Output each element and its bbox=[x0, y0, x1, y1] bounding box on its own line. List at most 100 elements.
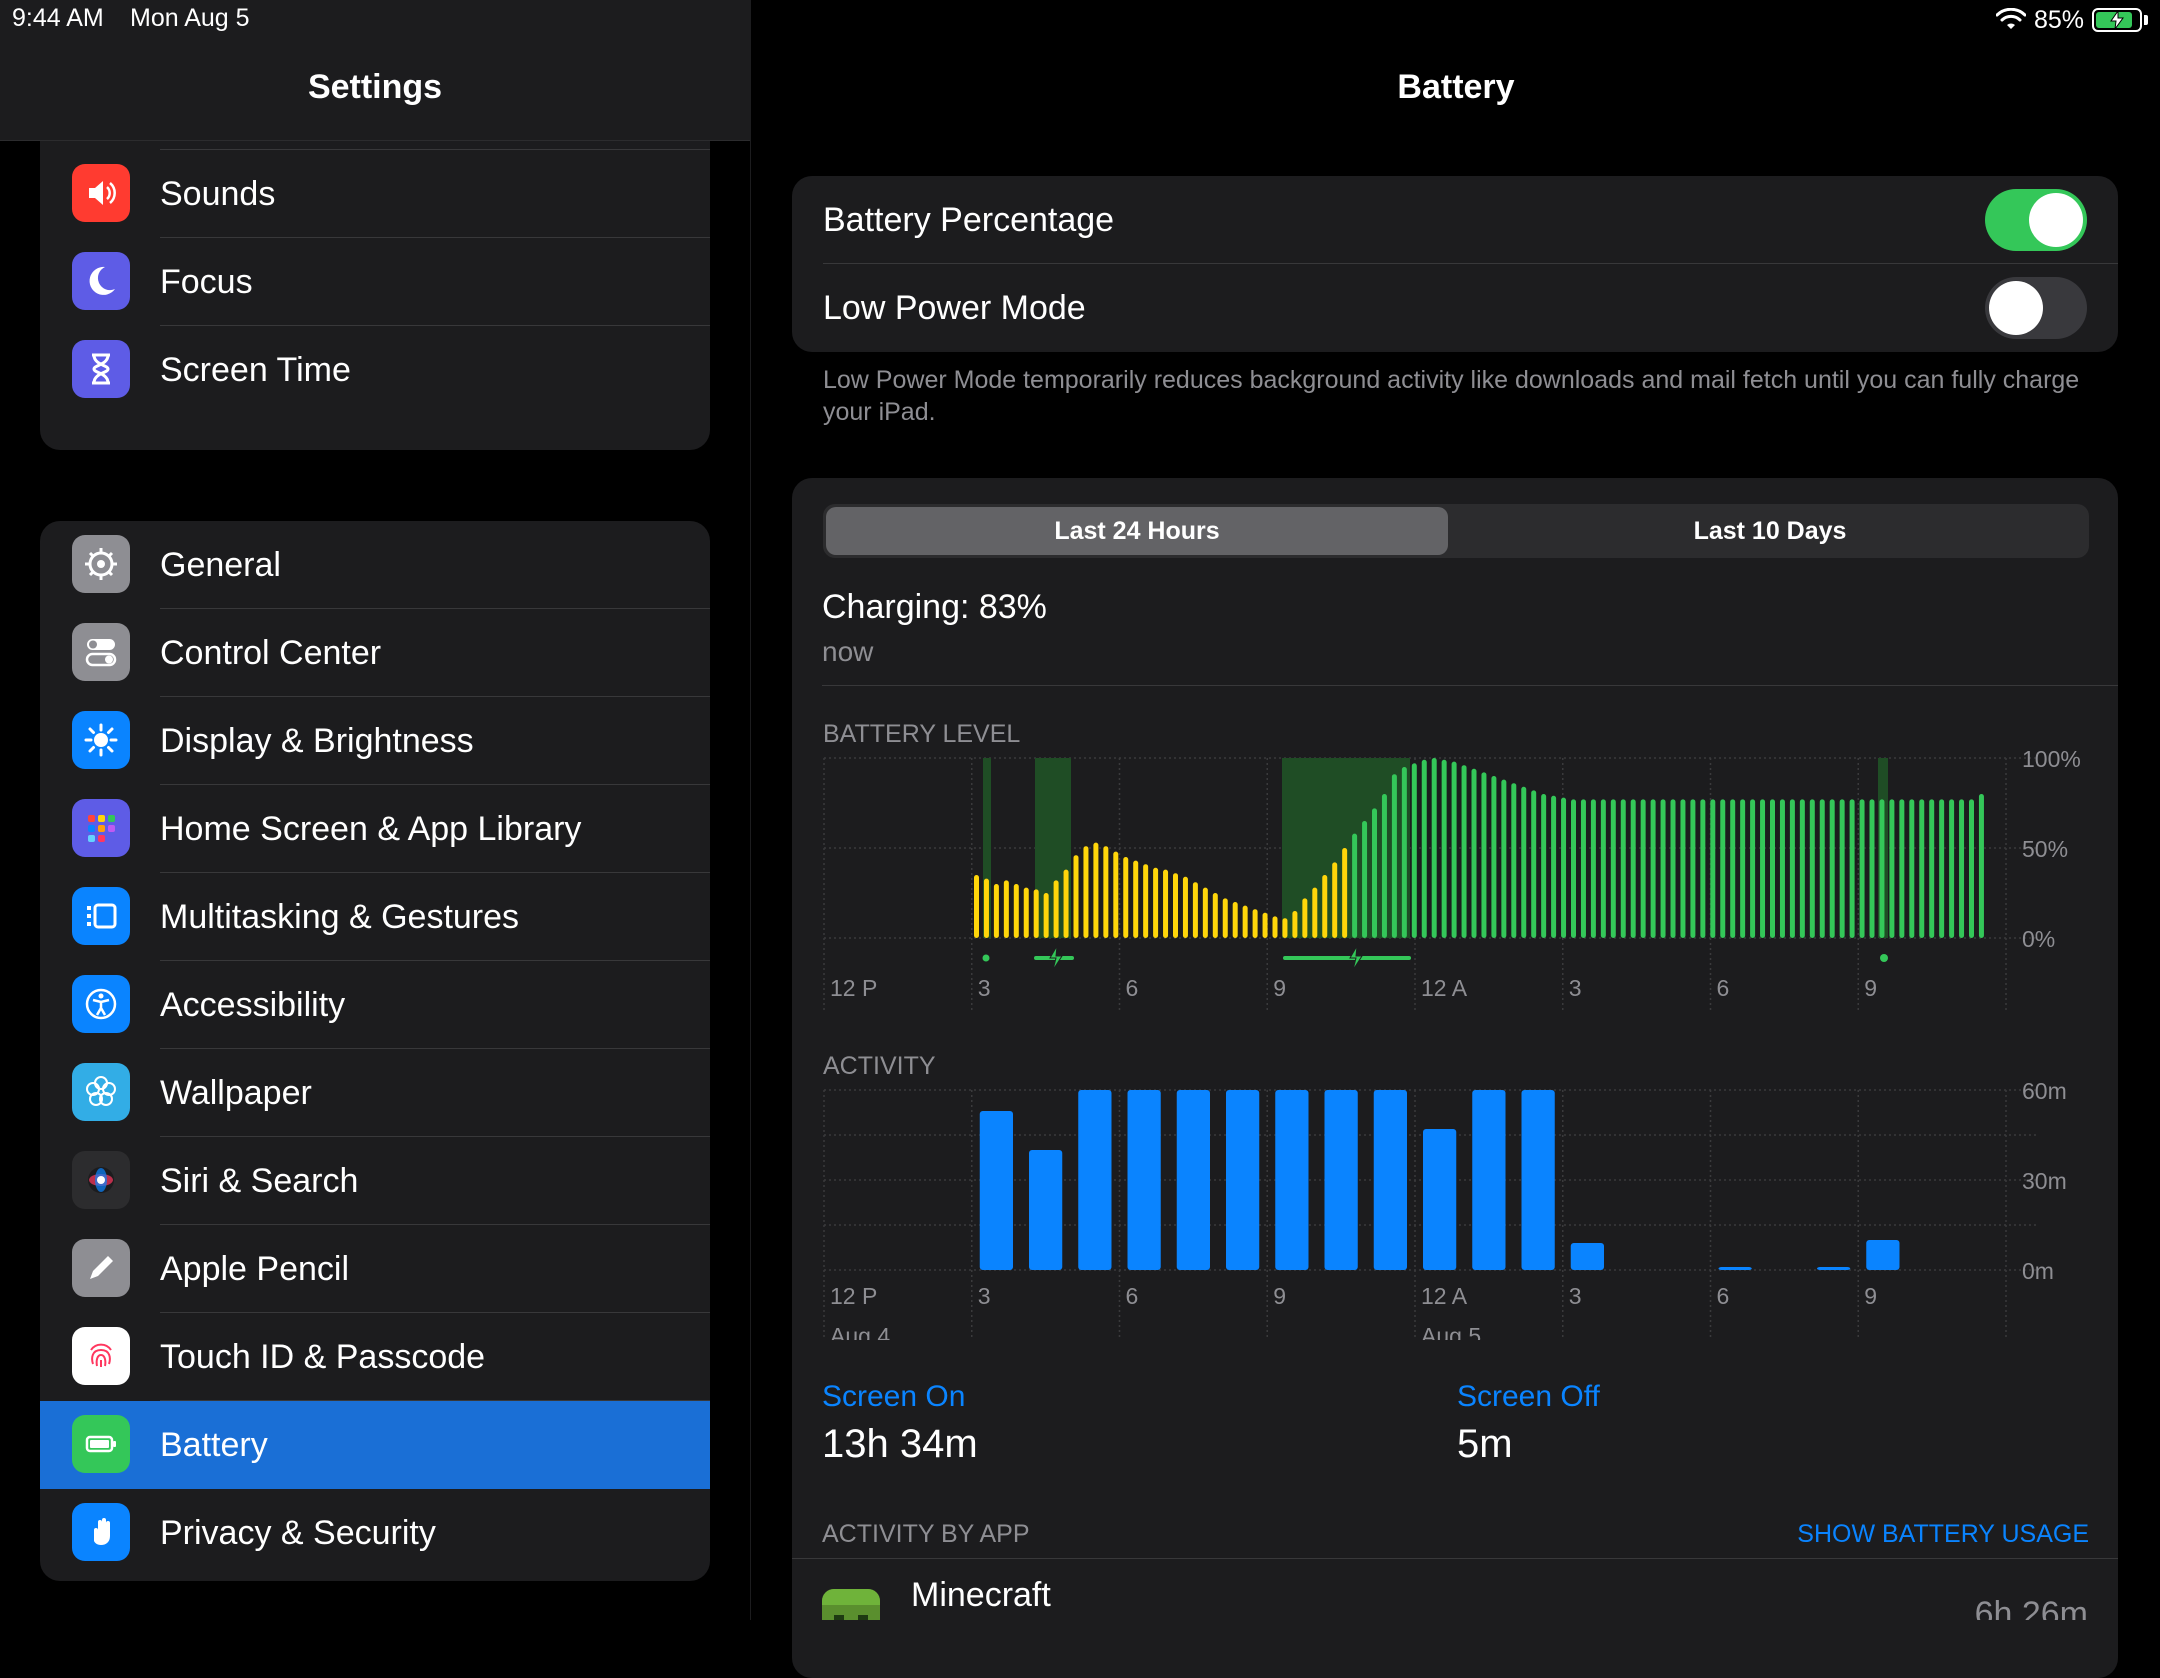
sidebar-item-apple-pencil[interactable]: Apple Pencil bbox=[40, 1225, 710, 1313]
x-tick-label: 9 bbox=[1864, 975, 1877, 1001]
gear-icon bbox=[72, 535, 130, 593]
show-battery-usage-link[interactable]: SHOW BATTERY USAGE bbox=[1797, 1520, 2089, 1548]
battery-icon bbox=[72, 1415, 130, 1473]
sidebar-title: Settings bbox=[307, 68, 443, 106]
battery-bar-charging bbox=[1521, 786, 1527, 938]
sidebar-item-wallpaper[interactable]: Wallpaper bbox=[40, 1049, 710, 1137]
sidebar-item-general[interactable]: General bbox=[40, 521, 710, 609]
x-tick-label: 3 bbox=[978, 1283, 991, 1309]
battery-bar-discharging bbox=[1192, 882, 1198, 938]
battery-bar-charging bbox=[1770, 799, 1775, 938]
battery-bar-charging bbox=[1551, 795, 1557, 938]
sidebar-item-label: Sounds bbox=[160, 175, 276, 213]
row-separator bbox=[823, 263, 2118, 264]
sidebar-item-siri-search[interactable]: Siri & Search bbox=[40, 1137, 710, 1225]
x-tick-label: 9 bbox=[1273, 975, 1286, 1001]
sidebar-item-home-screen-app-library[interactable]: Home Screen & App Library bbox=[40, 785, 710, 873]
battery-bar-charging bbox=[1829, 799, 1835, 938]
battery-bar-charging bbox=[1779, 799, 1785, 938]
charging-bolt-icon bbox=[1349, 945, 1363, 971]
x-tick-label: 12 A bbox=[1421, 975, 1468, 1001]
battery-bar-charging bbox=[1710, 799, 1716, 938]
hand-icon bbox=[72, 1503, 130, 1561]
battery-bar-charging bbox=[1471, 768, 1477, 938]
battery-bar-discharging bbox=[1292, 911, 1298, 938]
battery-bar-discharging bbox=[1013, 884, 1019, 938]
sidebar-item-multitasking-gestures[interactable]: Multitasking & Gestures bbox=[40, 873, 710, 961]
battery-bar-charging bbox=[1600, 799, 1606, 938]
screen-off-value: 5m bbox=[1457, 1422, 1513, 1466]
tab-last-10-days[interactable]: Last 10 Days bbox=[1693, 517, 1847, 545]
segment-selected-indicator bbox=[826, 507, 1448, 555]
sidebar-item-screen-time[interactable]: Screen Time bbox=[40, 326, 710, 414]
battery-bar-discharging bbox=[1123, 857, 1129, 938]
battery-bar-discharging bbox=[1173, 873, 1178, 938]
siri-icon bbox=[72, 1151, 130, 1209]
activity-bar bbox=[1127, 1090, 1161, 1270]
app-usage-time: 6h 26m bbox=[1974, 1595, 2088, 1620]
sidebar-item-privacy-security[interactable]: Privacy & Security bbox=[40, 1489, 710, 1577]
battery-percent-text: 85% bbox=[2033, 5, 2084, 34]
tab-last-24-hours[interactable]: Last 24 Hours bbox=[1054, 517, 1220, 545]
battery-bar-discharging bbox=[1073, 855, 1079, 938]
sidebar-item-display-brightness[interactable]: Display & Brightness bbox=[40, 697, 710, 785]
battery-bar-charging bbox=[1411, 763, 1417, 938]
sidebar-header bbox=[0, 0, 750, 141]
x-tick-label: 6 bbox=[1717, 1283, 1730, 1309]
battery-bar-charging bbox=[1809, 799, 1815, 938]
pencil-icon bbox=[72, 1239, 130, 1297]
battery-bar-discharging bbox=[1242, 905, 1248, 938]
x-tick-label: 3 bbox=[1569, 975, 1582, 1001]
battery-bar-discharging bbox=[1033, 889, 1039, 938]
battery-percentage-toggle[interactable] bbox=[1985, 189, 2087, 251]
x-tick-label: 6 bbox=[1717, 975, 1730, 1001]
battery-bar-discharging bbox=[1023, 887, 1029, 938]
row-separator bbox=[160, 1224, 710, 1225]
battery-bar-charging bbox=[1978, 794, 1984, 938]
sidebar-item-label: Battery bbox=[160, 1426, 268, 1464]
battery-bar-charging bbox=[1372, 808, 1377, 938]
low-power-mode-toggle[interactable] bbox=[1985, 277, 2087, 339]
sidebar-item-label: Control Center bbox=[160, 634, 382, 672]
page-title: Battery bbox=[1397, 68, 1515, 106]
x-tick-label: 6 bbox=[1126, 975, 1139, 1001]
sun-icon bbox=[72, 711, 130, 769]
activity-bar bbox=[1472, 1090, 1506, 1270]
x-tick-label: 12 P bbox=[830, 975, 877, 1001]
activity-bar bbox=[1817, 1267, 1851, 1270]
low-power-footnote: Low Power Mode temporarily reduces backg… bbox=[823, 366, 2080, 426]
x-tick-label: 9 bbox=[1864, 1283, 1877, 1309]
battery-bar-charging bbox=[1401, 767, 1407, 938]
battery-bar-charging bbox=[1939, 799, 1945, 938]
battery-bar-charging bbox=[1690, 799, 1696, 938]
row-separator bbox=[160, 784, 710, 785]
sidebar-item-label: Apple Pencil bbox=[160, 1250, 350, 1288]
battery-bar-charging bbox=[1819, 799, 1825, 938]
app-row-minecraft[interactable]: Minecraft 6h 26m bbox=[792, 1559, 2118, 1620]
y-tick-label: 30m bbox=[2022, 1168, 2067, 1194]
sidebar-item-label: Accessibility bbox=[160, 986, 346, 1024]
battery-bar-discharging bbox=[1153, 867, 1159, 938]
sidebar-item-sounds[interactable]: Sounds bbox=[40, 150, 710, 238]
sidebar-item-label: Display & Brightness bbox=[160, 722, 474, 760]
sidebar-item-touch-id-passcode[interactable]: Touch ID & Passcode bbox=[40, 1313, 710, 1401]
screen-on-label: Screen On bbox=[822, 1380, 966, 1413]
moon-icon bbox=[72, 252, 130, 310]
battery-level-heading: BATTERY LEVEL bbox=[823, 720, 1021, 748]
sidebar-item-focus[interactable]: Focus bbox=[40, 238, 710, 326]
sidebar-item-control-center[interactable]: Control Center bbox=[40, 609, 710, 697]
fingerprint-icon bbox=[72, 1327, 130, 1385]
sidebar-item-battery[interactable]: Battery bbox=[40, 1401, 710, 1489]
charging-dot bbox=[982, 954, 990, 962]
battery-bar-charging bbox=[1730, 799, 1736, 938]
y-tick-label: 50% bbox=[2022, 836, 2068, 862]
sidebar-item-label: Wallpaper bbox=[160, 1074, 312, 1112]
charging-dot bbox=[1880, 954, 1888, 962]
battery-bar-discharging bbox=[1252, 909, 1258, 938]
battery-bar-charging bbox=[1441, 759, 1447, 938]
battery-bar-charging bbox=[1481, 772, 1487, 938]
battery-bar-discharging bbox=[1063, 869, 1069, 938]
sidebar-item-label: Home Screen & App Library bbox=[160, 810, 582, 848]
sidebar-item-accessibility[interactable]: Accessibility bbox=[40, 961, 710, 1049]
battery-bar-charging bbox=[1879, 799, 1885, 938]
